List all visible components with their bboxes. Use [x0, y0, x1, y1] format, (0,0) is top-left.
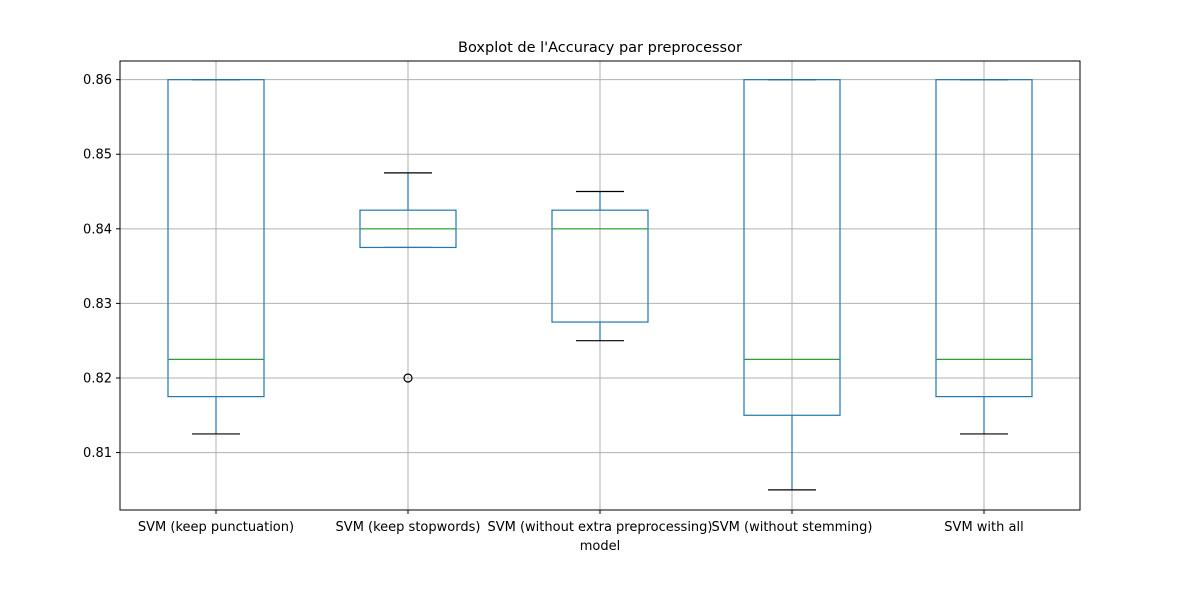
- box-iqr: [551, 209, 649, 323]
- x-axis-label: model: [580, 539, 620, 554]
- x-tick-label: SVM (without stemming): [712, 520, 873, 535]
- x-tick-label: SVM (keep punctuation): [138, 520, 294, 535]
- box-iqr: [935, 79, 1033, 398]
- x-tick-label: SVM (keep stopwords): [336, 520, 481, 535]
- box-group: [167, 79, 265, 435]
- box-iqr: [743, 79, 841, 416]
- y-tick-label: 0.85: [83, 148, 112, 163]
- x-tick-label: SVM (without extra preprocessing): [487, 520, 712, 535]
- y-tick-label: 0.83: [83, 297, 112, 312]
- box-group: [551, 190, 649, 342]
- y-tick-label: 0.81: [83, 446, 112, 461]
- box-group: [743, 79, 841, 491]
- grid-lines: [120, 61, 1080, 510]
- outlier-point: [403, 373, 413, 383]
- y-tick-label: 0.84: [83, 222, 112, 237]
- box-iqr: [167, 79, 265, 398]
- y-tick-label: 0.82: [83, 371, 112, 386]
- y-axis-ticks: 0.81 0.82 0.83 0.84 0.85 0.86: [83, 73, 120, 461]
- x-axis-ticks: SVM (keep punctuation) SVM (keep stopword…: [138, 510, 1024, 535]
- box-group: [935, 79, 1033, 435]
- x-tick-label: SVM with all: [944, 520, 1023, 535]
- chart-title: Boxplot de l'Accuracy par preprocessor: [458, 40, 742, 56]
- box-group: [359, 172, 457, 383]
- boxes: [167, 79, 1033, 491]
- y-tick-label: 0.86: [83, 73, 112, 88]
